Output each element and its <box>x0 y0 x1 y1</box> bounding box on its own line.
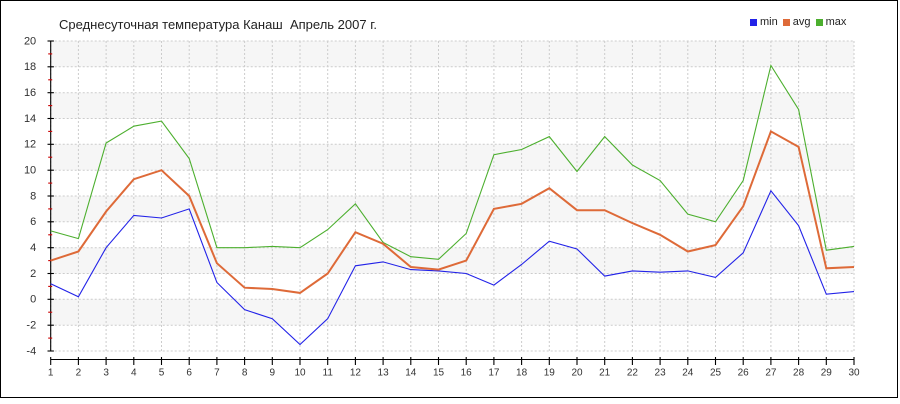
svg-text:5: 5 <box>159 368 165 379</box>
svg-text:3: 3 <box>103 368 109 379</box>
svg-text:20: 20 <box>24 35 36 47</box>
svg-text:15: 15 <box>433 368 445 379</box>
svg-text:2: 2 <box>76 368 82 379</box>
svg-text:6: 6 <box>186 368 192 379</box>
svg-text:23: 23 <box>655 368 667 379</box>
svg-text:25: 25 <box>710 368 722 379</box>
svg-text:27: 27 <box>765 368 777 379</box>
svg-text:12: 12 <box>350 368 362 379</box>
svg-text:14: 14 <box>405 368 417 379</box>
svg-text:19: 19 <box>544 368 556 379</box>
svg-text:30: 30 <box>848 368 860 379</box>
svg-text:28: 28 <box>793 368 805 379</box>
svg-text:8: 8 <box>30 190 36 202</box>
svg-text:1: 1 <box>48 368 54 379</box>
svg-text:24: 24 <box>682 368 694 379</box>
svg-text:11: 11 <box>323 368 334 379</box>
svg-text:14: 14 <box>24 113 36 125</box>
svg-text:29: 29 <box>821 368 833 379</box>
svg-text:0: 0 <box>30 294 36 306</box>
svg-text:8: 8 <box>242 368 248 379</box>
svg-text:7: 7 <box>214 368 220 379</box>
svg-text:18: 18 <box>516 368 528 379</box>
svg-text:10: 10 <box>294 368 306 379</box>
svg-text:21: 21 <box>599 368 611 379</box>
svg-text:16: 16 <box>461 368 473 379</box>
svg-text:20: 20 <box>571 368 583 379</box>
svg-text:26: 26 <box>738 368 750 379</box>
svg-text:16: 16 <box>24 87 36 99</box>
svg-text:17: 17 <box>488 368 500 379</box>
svg-text:4: 4 <box>131 368 137 379</box>
svg-text:9: 9 <box>270 368 276 379</box>
svg-text:2: 2 <box>30 268 36 280</box>
svg-text:18: 18 <box>24 61 36 73</box>
svg-text:10: 10 <box>24 165 36 177</box>
svg-text:-4: -4 <box>26 345 36 357</box>
svg-text:-2: -2 <box>26 320 36 332</box>
svg-text:13: 13 <box>378 368 390 379</box>
svg-text:6: 6 <box>30 216 36 228</box>
svg-text:22: 22 <box>627 368 639 379</box>
svg-text:12: 12 <box>24 139 36 151</box>
svg-text:4: 4 <box>30 242 36 254</box>
